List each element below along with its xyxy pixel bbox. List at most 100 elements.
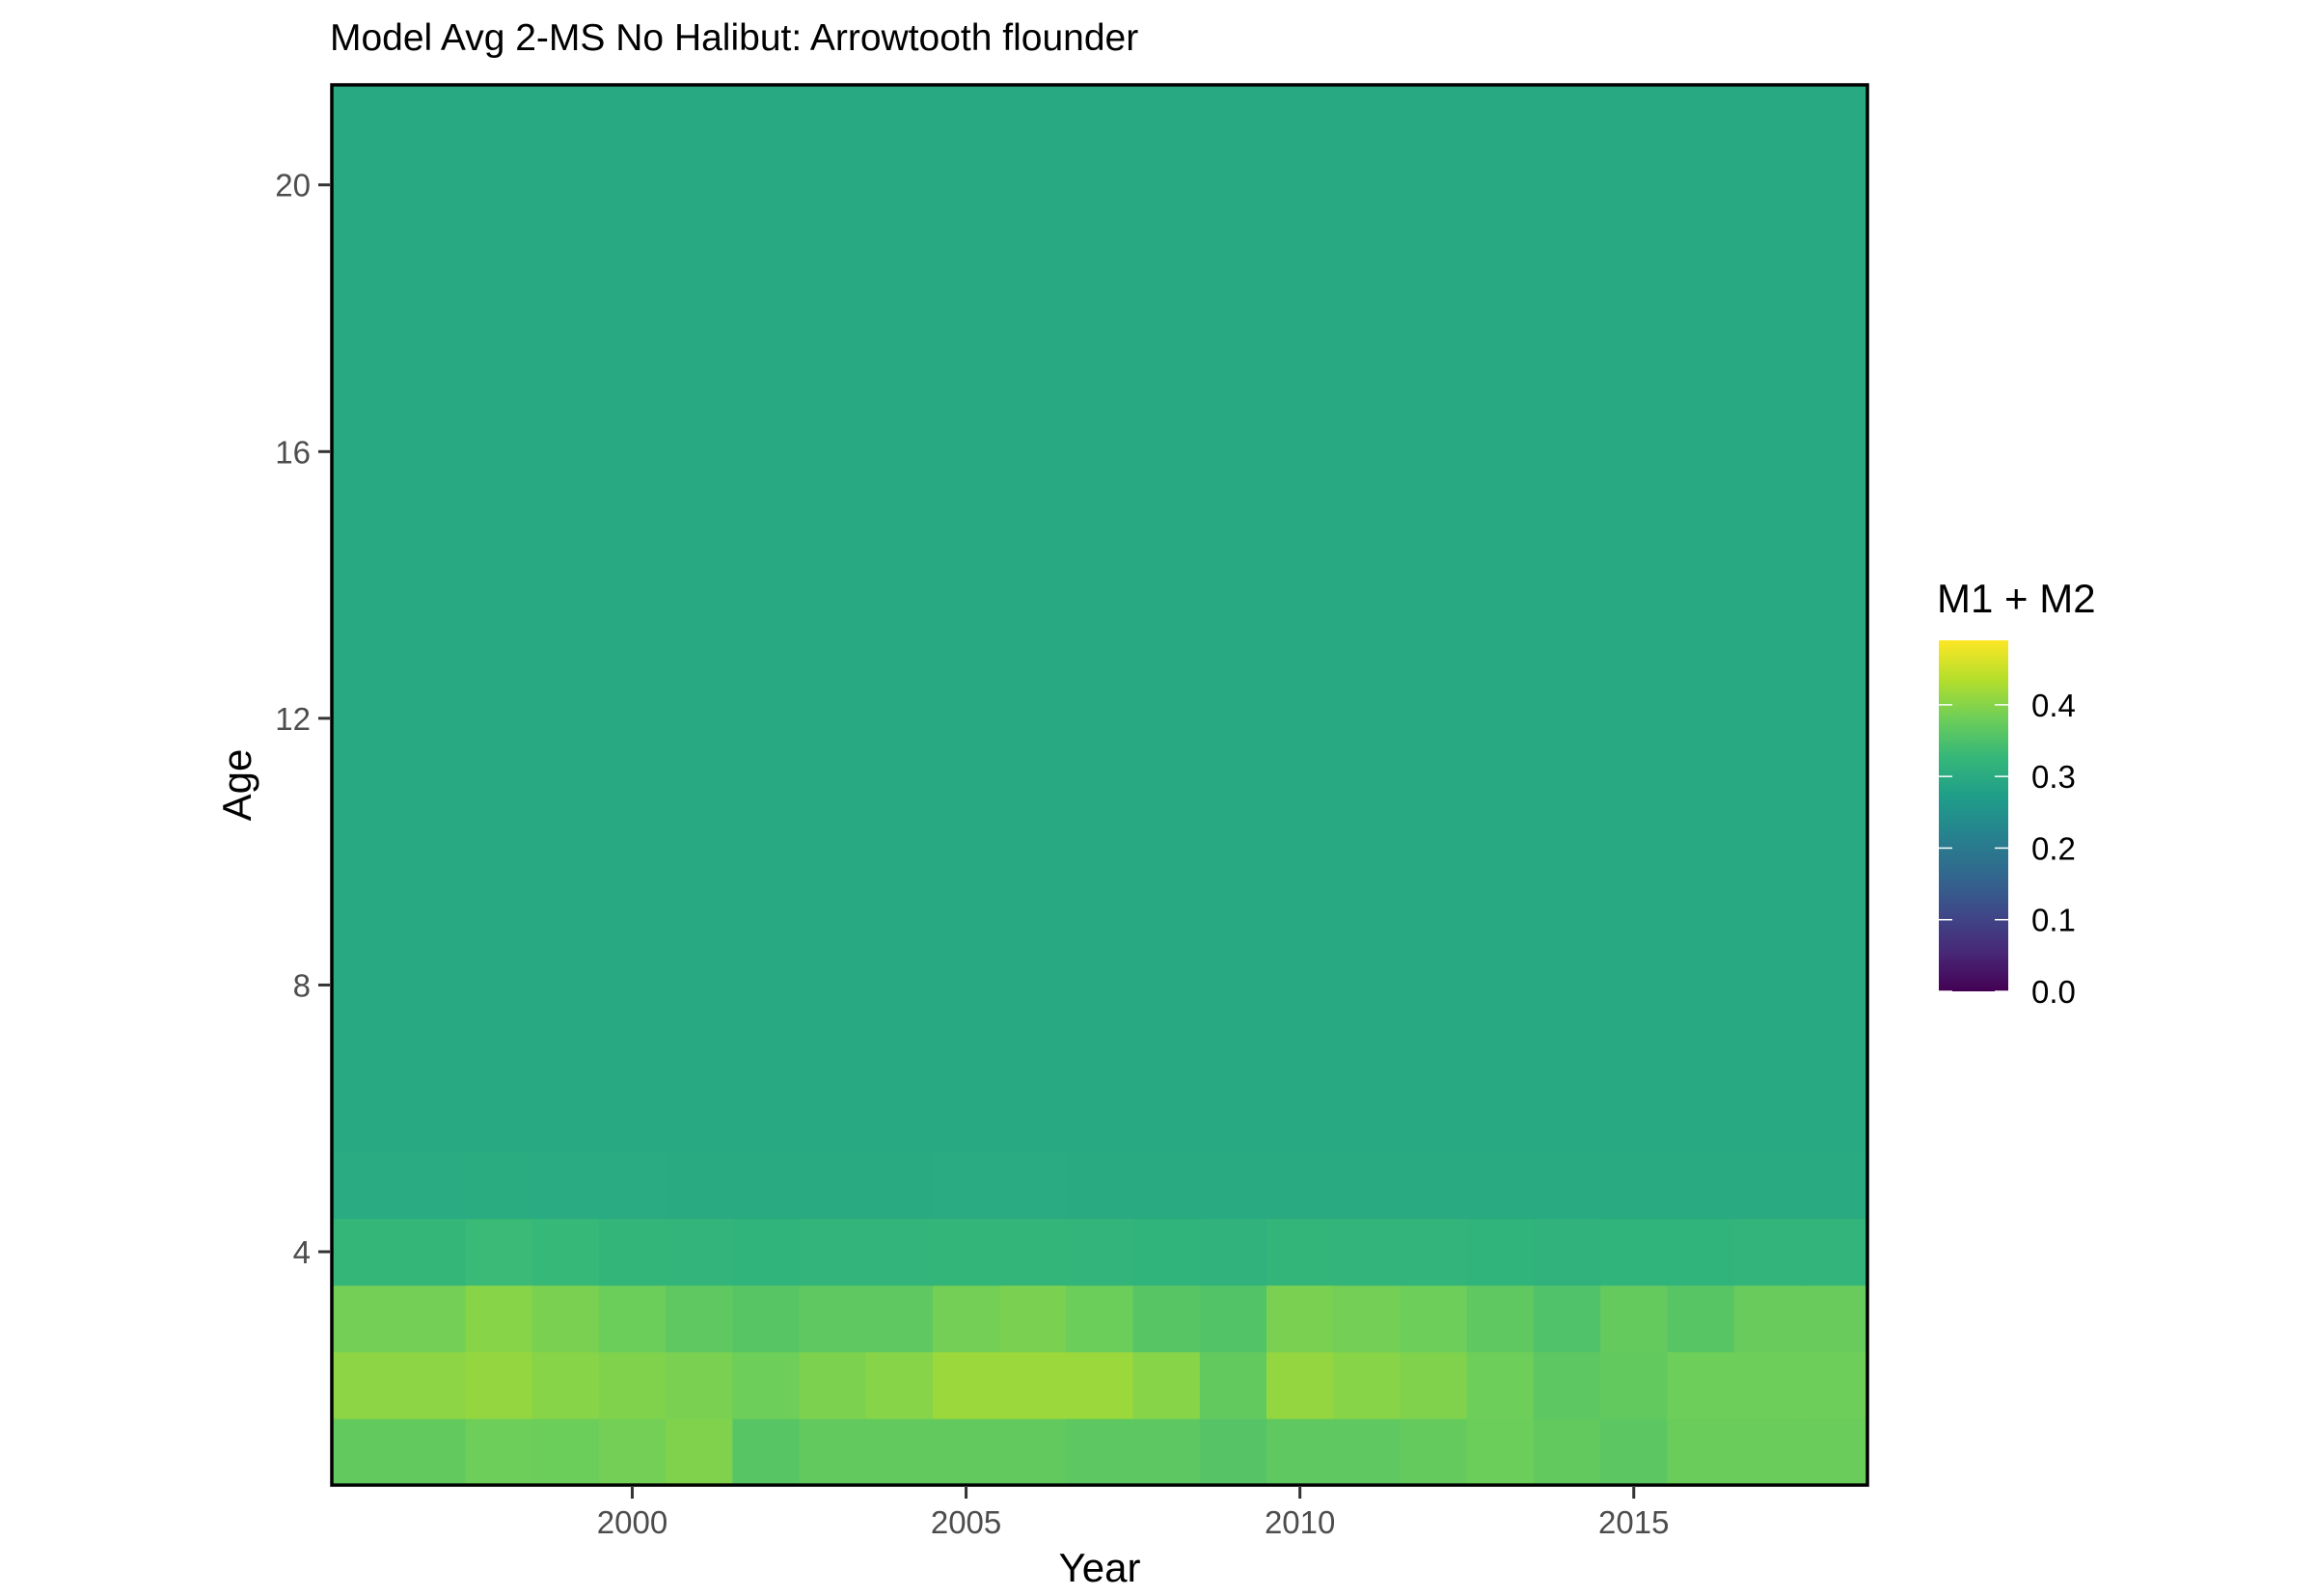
heatmap-cell [1800,1285,1868,1353]
heatmap-cell [1199,1351,1267,1420]
y-tick-label: 8 [293,967,311,1003]
heatmap-cell [1333,1151,1402,1220]
heatmap-cell [332,1218,399,1286]
legend-ticks: 0.0 0.1 0.2 0.3 0.4 [1939,688,2076,1010]
heatmap-cell [932,1418,1000,1486]
heatmap-cell [932,1218,1000,1286]
heatmap-cell [598,1218,667,1286]
heatmap-cell [1333,1218,1402,1286]
heatmap-cell [865,1418,934,1486]
heatmap-cell [1132,1218,1201,1286]
heatmap-cell [865,1351,934,1420]
heatmap-cell [1533,1285,1601,1353]
heatmap-cell [1466,1418,1535,1486]
heatmap-cell [999,1218,1067,1286]
heatmap-cell [1733,1351,1802,1420]
heatmap-cell [1066,85,1134,1152]
heatmap-cell [666,1218,733,1286]
heatmap-cell [1266,85,1334,1152]
heatmap-cell [1667,1351,1735,1420]
heatmap-cell [1132,85,1201,1152]
heatmap-cell [1199,1218,1267,1286]
heatmap-cell [1800,1418,1868,1486]
heatmap-cell [531,1218,600,1286]
heatmap-cell [799,1418,867,1486]
y-tick-label: 20 [275,168,311,203]
heatmap-cell [465,1151,533,1220]
y-tick-label: 4 [293,1234,311,1270]
heatmap-cell [1400,1218,1468,1286]
x-tick-label: 2005 [931,1504,1001,1540]
x-tick-label: 2010 [1265,1504,1335,1540]
heatmap-cell [666,85,733,1152]
heatmap-cell [1066,1285,1134,1353]
heatmap-cell [799,1285,867,1353]
heatmap-cell [999,1418,1067,1486]
heatmap-cell [1199,1418,1267,1486]
heatmap-cell [732,1351,801,1420]
heatmap-cell [799,1218,867,1286]
heatmap-cell [332,1351,399,1420]
legend-tick-label: 0.2 [2031,830,2076,866]
legend-tick-label: 0.0 [2031,974,2076,1010]
heatmap-cell [1132,1351,1201,1420]
heatmap-cell [1533,85,1601,1152]
heatmap-cell [865,1218,934,1286]
heatmap-cell [1800,85,1868,1152]
heatmap-cell [1733,1218,1802,1286]
y-tick-label: 16 [275,434,311,470]
heatmap-cell [932,1151,1000,1220]
y-axis-title: Age [214,749,259,822]
heatmap-cell [1667,1418,1735,1486]
heatmap-cell [1600,1218,1668,1286]
heatmap-cell [1667,1151,1735,1220]
heatmap-cell [666,1151,733,1220]
heatmap-cell [1667,1285,1735,1353]
heatmap-cell [1400,85,1468,1152]
heatmap-cell [1600,85,1668,1152]
heatmap-cell [732,1151,801,1220]
heatmap-cell [666,1285,733,1353]
heatmap-cell [1066,1218,1134,1286]
heatmap-cell [999,1351,1067,1420]
heatmap-cell [732,1285,801,1353]
heatmap-cell [598,1418,667,1486]
heatmap-cells [332,85,1868,1486]
heatmap-cell [1066,1151,1134,1220]
heatmap-cell [1466,1151,1535,1220]
heatmap-cell [1266,1218,1334,1286]
heatmap-cell [1333,1285,1402,1353]
heatmap-cell [398,1151,467,1220]
heatmap-cell [666,1418,733,1486]
heatmap-cell [598,1351,667,1420]
heatmap-cell [398,1285,467,1353]
heatmap-cell [531,1418,600,1486]
heatmap-cell [1333,1418,1402,1486]
heatmap-cell [1600,1351,1668,1420]
heatmap-cell [1800,1351,1868,1420]
x-tick-label: 2000 [597,1504,667,1540]
heatmap-cell [465,1218,533,1286]
heatmap-cell [598,1151,667,1220]
heatmap-cell [1266,1151,1334,1220]
heatmap-cell [398,85,467,1152]
heatmap-cell [1333,85,1402,1152]
heatmap-cell [598,85,667,1152]
heatmap-cell [799,1151,867,1220]
heatmap-cell [865,1151,934,1220]
y-tick-label: 12 [275,701,311,737]
heatmap-cell [398,1351,467,1420]
heatmap-cell [865,85,934,1152]
heatmap-cell [598,1285,667,1353]
heatmap-cell [1600,1151,1668,1220]
heatmap-cell [1466,1285,1535,1353]
heatmap-cell [732,1418,801,1486]
heatmap-cell [1733,85,1802,1152]
legend-tick-label: 0.3 [2031,759,2076,795]
color-legend: M1 + M2 0.0 0.1 0.2 0.3 0.4 [1937,576,2096,1010]
x-axis: 2000 2005 2010 2015 [597,1487,1669,1540]
heatmap-cell [1533,1351,1601,1420]
heatmap-cell [799,1351,867,1420]
heatmap-cell [1600,1285,1668,1353]
